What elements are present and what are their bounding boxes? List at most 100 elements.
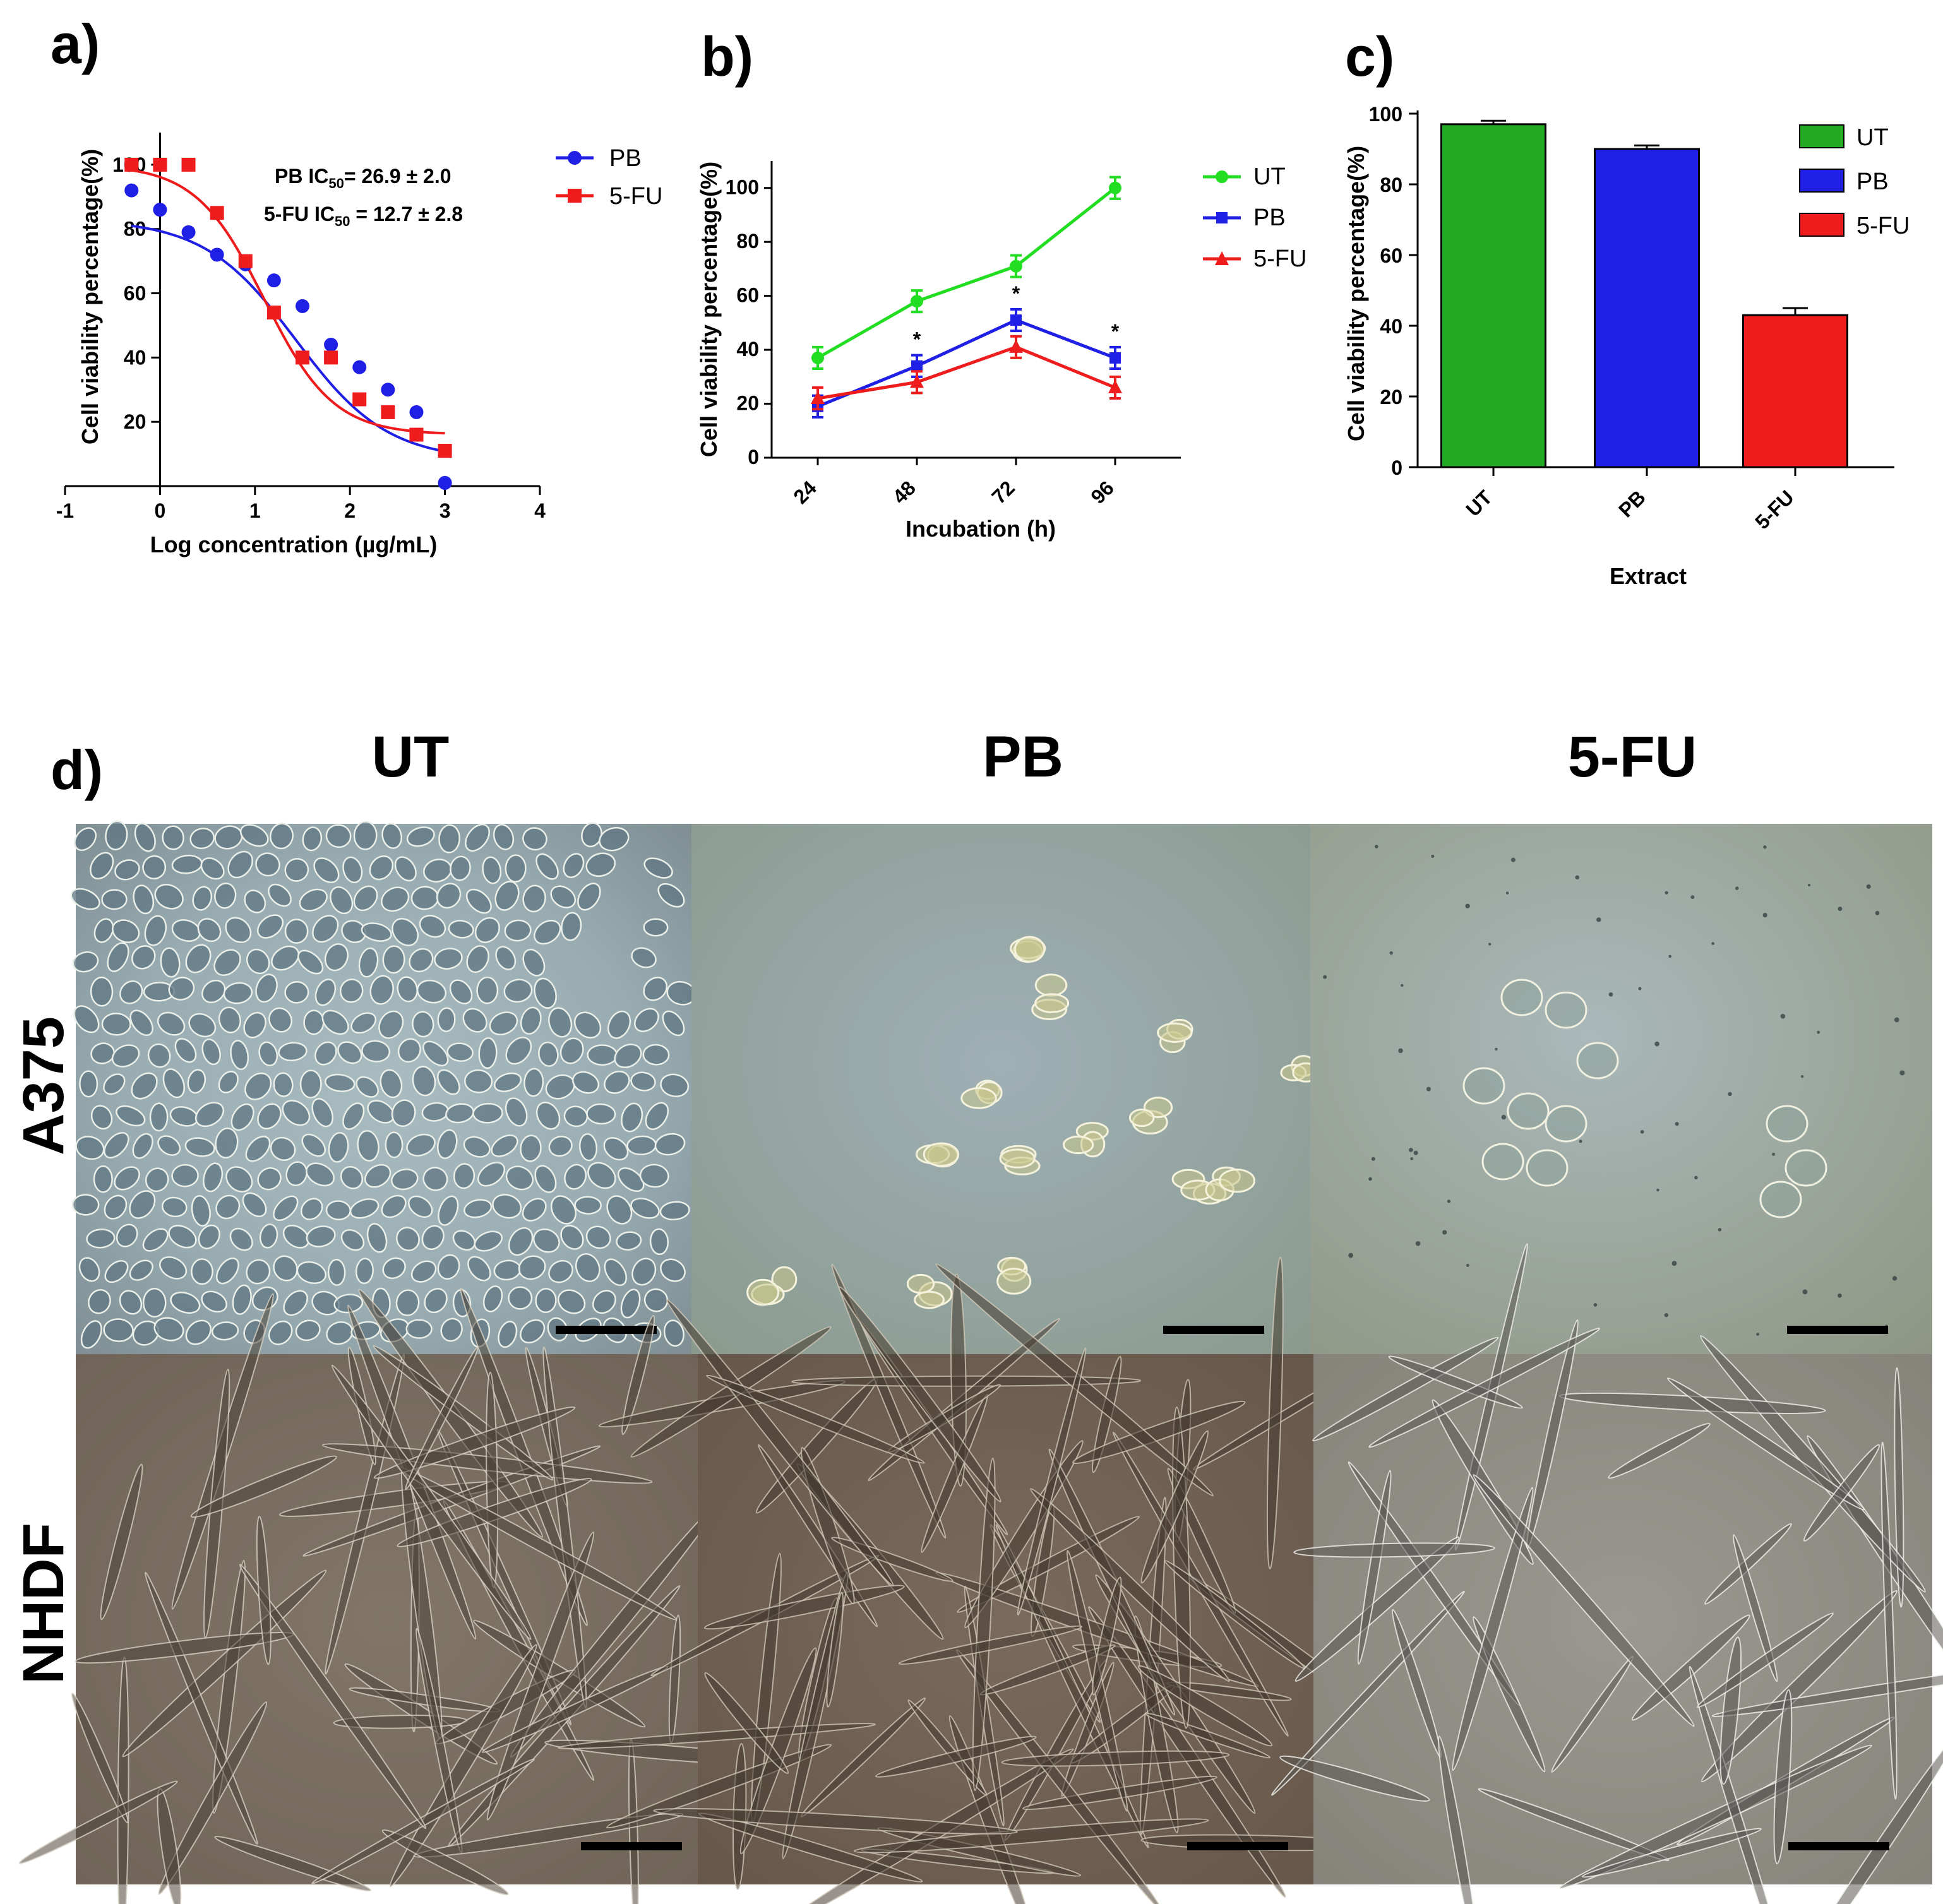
- cell: [406, 826, 435, 847]
- data-point-pb: [409, 405, 424, 419]
- cell: [269, 823, 294, 850]
- cell: [70, 888, 100, 910]
- chart-c-legend: UT PB 5-FU: [1799, 124, 1910, 239]
- cell: [560, 1225, 584, 1250]
- panel-label-c: c): [1345, 25, 1394, 88]
- cell: [340, 1166, 364, 1189]
- cell: [1689, 1665, 1788, 1904]
- cell: [1368, 1328, 1600, 1448]
- cell: [391, 1099, 416, 1128]
- cell: [86, 1229, 116, 1249]
- cell: [314, 979, 337, 1006]
- cell: [392, 918, 419, 946]
- cell: [245, 1135, 271, 1162]
- annot-pb-prefix: PB IC: [275, 165, 328, 187]
- cell: [168, 977, 195, 1001]
- cell: [244, 1072, 272, 1100]
- cell: [662, 1010, 685, 1037]
- chart-b-y-tick-label: 60: [736, 284, 759, 307]
- chart-a-y-tick-label: 40: [124, 346, 146, 369]
- debris-dot: [1465, 903, 1470, 908]
- cells-nhdf-pb: [558, 1256, 1391, 1904]
- debris-dot: [1802, 1289, 1808, 1295]
- cell: [1062, 1135, 1094, 1155]
- cell: [666, 1299, 894, 1587]
- annot-5fu-value: = 12.7 ± 2.8: [350, 203, 463, 225]
- cell: [168, 1225, 197, 1249]
- cell: [440, 1318, 463, 1342]
- debris-dot: [1323, 975, 1327, 979]
- chart-a-annotation-5fu: 5-FU IC50 = 12.7 ± 2.8: [264, 203, 463, 229]
- cell: [645, 1102, 669, 1130]
- cell: [200, 857, 225, 880]
- cells-a375-pb: [746, 936, 1320, 1309]
- chart-b-y-tick-label: 40: [736, 338, 759, 360]
- data-point-pb: [124, 183, 139, 198]
- bar-5-fu: [1742, 314, 1848, 468]
- data-point-ut: [911, 295, 923, 308]
- cell: [300, 1198, 323, 1220]
- cell: [477, 1162, 506, 1187]
- micrograph-a375-pb: [691, 824, 1320, 1354]
- cell: [342, 1102, 365, 1130]
- data-point-pb: [296, 299, 309, 313]
- cell: [561, 912, 582, 941]
- fit-curve-pb: [131, 224, 445, 453]
- cell: [104, 1194, 128, 1220]
- cell: [412, 1011, 434, 1038]
- cell: [258, 1041, 278, 1067]
- cell: [412, 1066, 436, 1097]
- cell: [227, 850, 254, 879]
- cell: [278, 1042, 308, 1062]
- legend-b-ut-label: UT: [1253, 164, 1286, 190]
- cell: [339, 979, 364, 1003]
- cell: [999, 1148, 1036, 1169]
- cell: [90, 852, 114, 880]
- debris-dot: [1431, 854, 1435, 858]
- cell: [201, 1290, 227, 1313]
- cell: [103, 1073, 126, 1095]
- cell: [273, 1072, 294, 1097]
- cell: [466, 945, 489, 973]
- cell: [201, 979, 226, 1004]
- cell: [325, 824, 352, 848]
- legend-a-5fu-marker: [568, 189, 582, 203]
- cell: [129, 1259, 153, 1281]
- column-title-ut: UT: [372, 725, 450, 789]
- cell: [191, 1258, 213, 1285]
- cell: [505, 1037, 532, 1065]
- cell: [653, 1807, 1018, 1835]
- fit-curve-5-fu: [131, 169, 445, 435]
- chart-c-y-tick-label: 20: [1380, 386, 1402, 408]
- cell: [538, 1041, 559, 1067]
- legend-b-5fu-label: 5-FU: [1253, 246, 1306, 272]
- cell: [114, 859, 140, 881]
- cell: [256, 914, 284, 939]
- cell: [491, 1134, 518, 1157]
- chart-c-x-tick-label: PB: [1614, 485, 1650, 521]
- cell: [214, 1836, 372, 1892]
- chart-c-y-tick-label: 100: [1369, 103, 1402, 126]
- cell: [437, 1069, 460, 1095]
- cell: [90, 1042, 115, 1064]
- cell: [1137, 1665, 1273, 1747]
- cell: [505, 1097, 528, 1127]
- cell: [142, 1228, 169, 1252]
- cell: [592, 1290, 616, 1314]
- panel-label-b: b): [701, 25, 753, 88]
- cell: [256, 1516, 272, 1665]
- debris-dot: [1866, 884, 1871, 889]
- debris-dot: [1442, 1230, 1447, 1235]
- data-point-pb: [352, 360, 367, 374]
- cell: [1793, 1732, 1943, 1904]
- annot-pb-sub: 50: [328, 176, 344, 191]
- cell: [184, 1137, 215, 1157]
- cell: [328, 1132, 349, 1163]
- cell: [325, 1200, 351, 1221]
- debris-dot: [1348, 1252, 1353, 1258]
- row-label-nhdf: NHDF: [11, 1523, 76, 1684]
- cell: [90, 1105, 113, 1130]
- cell: [972, 1457, 996, 1792]
- cell: [1017, 1347, 1087, 1616]
- cell: [301, 1133, 326, 1157]
